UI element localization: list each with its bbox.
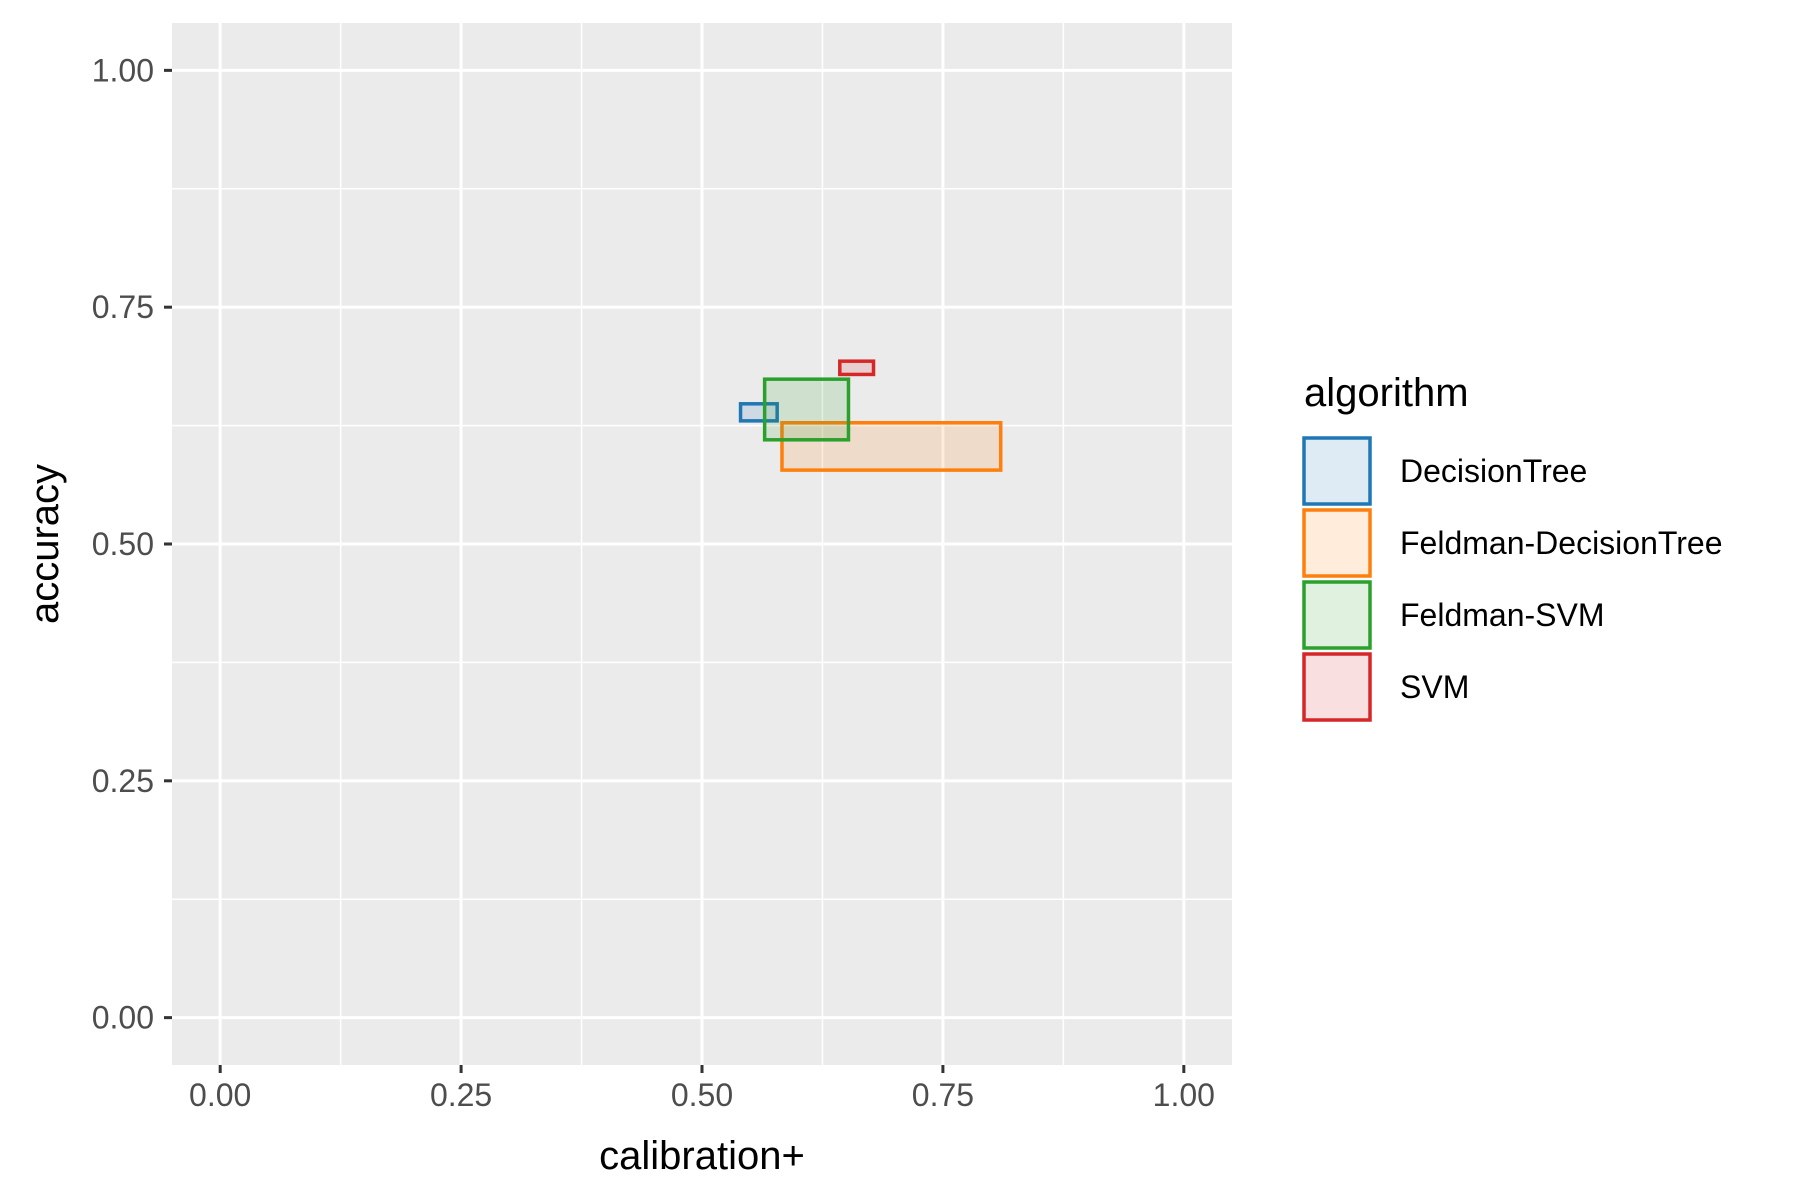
- major-gridlines: [172, 23, 1232, 1065]
- legend-key-svm: [1302, 652, 1372, 722]
- x-axis: 0.00 0.25 0.50 0.75 1.00: [189, 1065, 1215, 1113]
- y-axis: 0.00 0.25 0.50 0.75 1.00: [92, 52, 172, 1036]
- data-rectangles: [738, 359, 1003, 472]
- legend-label-svm: SVM: [1400, 669, 1469, 705]
- x-axis-title: calibration+: [599, 1134, 805, 1178]
- x-tick-label: 0.00: [189, 1077, 251, 1113]
- legend: algorithm DecisionTree Feldman-DecisionTr…: [1302, 371, 1722, 722]
- x-tick-label: 1.00: [1153, 1077, 1215, 1113]
- y-tick-label: 0.25: [92, 763, 154, 799]
- x-tick-label: 0.50: [671, 1077, 733, 1113]
- data-rect-feldman-svm: [762, 377, 851, 442]
- x-tick-label: 0.25: [430, 1077, 492, 1113]
- legend-label-decisiontree: DecisionTree: [1400, 453, 1587, 489]
- y-axis-title: accuracy: [23, 464, 67, 624]
- legend-title: algorithm: [1304, 371, 1469, 415]
- legend-key-feldman-decisiontree: [1302, 508, 1372, 578]
- y-tick-label: 0.00: [92, 1000, 154, 1036]
- y-tick-label: 0.50: [92, 526, 154, 562]
- x-tick-label: 0.75: [912, 1077, 974, 1113]
- legend-key-decisiontree: [1302, 436, 1372, 506]
- legend-label-feldman-decisiontree: Feldman-DecisionTree: [1400, 525, 1722, 561]
- data-rect-feldman-decisiontree: [780, 420, 1003, 472]
- data-rect-decisiontree: [738, 402, 779, 423]
- legend-key-feldman-svm: [1302, 580, 1372, 650]
- data-rect-svm: [838, 359, 876, 377]
- y-tick-label: 1.00: [92, 52, 154, 88]
- legend-label-feldman-svm: Feldman-SVM: [1400, 597, 1605, 633]
- y-tick-label: 0.75: [92, 289, 154, 325]
